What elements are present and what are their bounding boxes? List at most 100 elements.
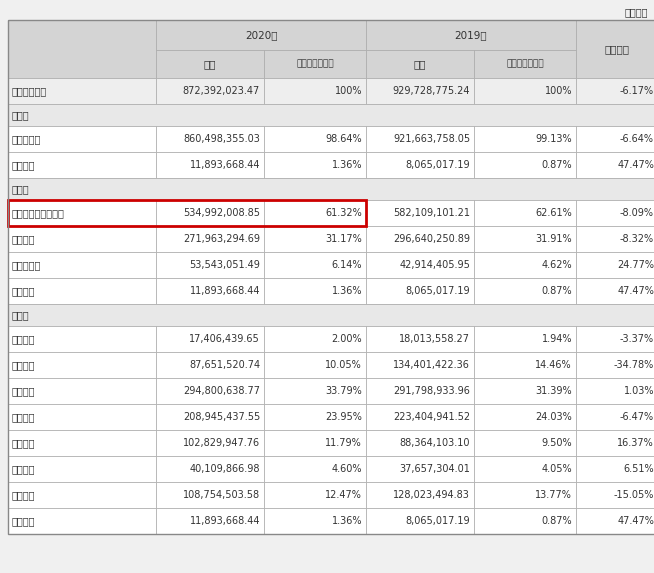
Bar (474, 456, 576, 482)
Bar (8, 20, 156, 78)
Bar (264, 404, 366, 430)
Bar (366, 152, 474, 178)
Text: 100%: 100% (334, 86, 362, 96)
Bar (264, 200, 366, 226)
Text: 华中地区: 华中地区 (12, 438, 35, 448)
Text: 61.32%: 61.32% (325, 208, 362, 218)
Bar (474, 152, 576, 178)
Text: 4.05%: 4.05% (542, 464, 572, 474)
Text: 占营业收入比重: 占营业收入比重 (506, 60, 544, 69)
Text: 1.03%: 1.03% (623, 386, 654, 396)
Text: 271,963,294.69: 271,963,294.69 (183, 234, 260, 244)
Bar (366, 200, 474, 226)
Bar (156, 152, 264, 178)
Text: 53,543,051.49: 53,543,051.49 (189, 260, 260, 270)
Text: -6.17%: -6.17% (620, 86, 654, 96)
Text: 金额: 金额 (204, 59, 216, 69)
Text: 100%: 100% (545, 86, 572, 96)
Text: 12.47%: 12.47% (325, 490, 362, 500)
Text: 11,893,668.44: 11,893,668.44 (190, 160, 260, 170)
Bar (474, 508, 576, 534)
Text: 2019年: 2019年 (455, 30, 487, 40)
Text: -3.37%: -3.37% (620, 334, 654, 344)
Text: 87,651,520.74: 87,651,520.74 (189, 360, 260, 370)
Text: 582,109,101.21: 582,109,101.21 (393, 208, 470, 218)
Text: 47.47%: 47.47% (617, 160, 654, 170)
Bar (576, 278, 654, 304)
Bar (156, 430, 264, 456)
Bar (8, 378, 156, 404)
Text: 分地区: 分地区 (12, 310, 29, 320)
Text: 西北地区: 西北地区 (12, 464, 35, 474)
Bar (156, 456, 264, 482)
Bar (576, 152, 654, 178)
Text: 4.60%: 4.60% (332, 464, 362, 474)
Text: 18,013,558.27: 18,013,558.27 (399, 334, 470, 344)
Bar (366, 508, 474, 534)
Bar (576, 352, 654, 378)
Text: -6.47%: -6.47% (620, 412, 654, 422)
Text: 24.03%: 24.03% (535, 412, 572, 422)
Text: 17,406,439.65: 17,406,439.65 (189, 334, 260, 344)
Text: 208,945,437.55: 208,945,437.55 (182, 412, 260, 422)
Bar (8, 104, 654, 126)
Text: 13.77%: 13.77% (535, 490, 572, 500)
Bar (8, 200, 156, 226)
Text: -15.05%: -15.05% (613, 490, 654, 500)
Bar (366, 404, 474, 430)
Text: 分行业: 分行业 (12, 110, 29, 120)
Bar (366, 278, 474, 304)
Bar (8, 78, 156, 104)
Text: 1.94%: 1.94% (542, 334, 572, 344)
Text: 东北地区: 东北地区 (12, 334, 35, 344)
Text: 860,498,355.03: 860,498,355.03 (183, 134, 260, 144)
Bar (576, 78, 654, 104)
Text: 4.62%: 4.62% (542, 260, 572, 270)
Text: 24.77%: 24.77% (617, 260, 654, 270)
Bar (156, 126, 264, 152)
Text: 31.39%: 31.39% (536, 386, 572, 396)
Text: 华东地区: 华东地区 (12, 386, 35, 396)
Bar (264, 252, 366, 278)
Bar (366, 378, 474, 404)
Text: 1.36%: 1.36% (332, 160, 362, 170)
Bar (576, 126, 654, 152)
Bar (576, 326, 654, 352)
Bar (576, 20, 654, 78)
Bar (156, 508, 264, 534)
Text: 8,065,017.19: 8,065,017.19 (405, 516, 470, 526)
Bar (576, 200, 654, 226)
Bar (8, 178, 654, 200)
Text: 精品五金: 精品五金 (12, 234, 35, 244)
Text: 华北地区: 华北地区 (12, 360, 35, 370)
Text: 11.79%: 11.79% (325, 438, 362, 448)
Text: 西南地区: 西南地区 (12, 490, 35, 500)
Text: 98.64%: 98.64% (326, 134, 362, 144)
Bar (366, 252, 474, 278)
Bar (264, 508, 366, 534)
Text: 金额: 金额 (414, 59, 426, 69)
Text: 62.61%: 62.61% (535, 208, 572, 218)
Text: 1.36%: 1.36% (332, 286, 362, 296)
Bar (156, 326, 264, 352)
Bar (264, 126, 366, 152)
Bar (264, 152, 366, 178)
Text: 47.47%: 47.47% (617, 286, 654, 296)
Text: 99.13%: 99.13% (536, 134, 572, 144)
Text: 102,829,947.76: 102,829,947.76 (183, 438, 260, 448)
Text: 11,893,668.44: 11,893,668.44 (190, 516, 260, 526)
Text: 296,640,250.89: 296,640,250.89 (393, 234, 470, 244)
Bar (264, 50, 366, 78)
Text: 14.46%: 14.46% (536, 360, 572, 370)
Bar (474, 50, 576, 78)
Bar (366, 352, 474, 378)
Bar (474, 252, 576, 278)
Bar (156, 226, 264, 252)
Text: -6.64%: -6.64% (620, 134, 654, 144)
Bar (8, 404, 156, 430)
Bar (156, 278, 264, 304)
Text: 223,404,941.52: 223,404,941.52 (393, 412, 470, 422)
Bar (366, 126, 474, 152)
Bar (474, 126, 576, 152)
Bar (264, 378, 366, 404)
